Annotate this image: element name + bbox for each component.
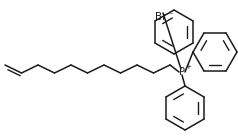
Text: +: + — [185, 64, 191, 70]
Text: ⁻: ⁻ — [168, 11, 173, 20]
Text: P: P — [179, 67, 185, 77]
Text: Br: Br — [155, 12, 167, 22]
